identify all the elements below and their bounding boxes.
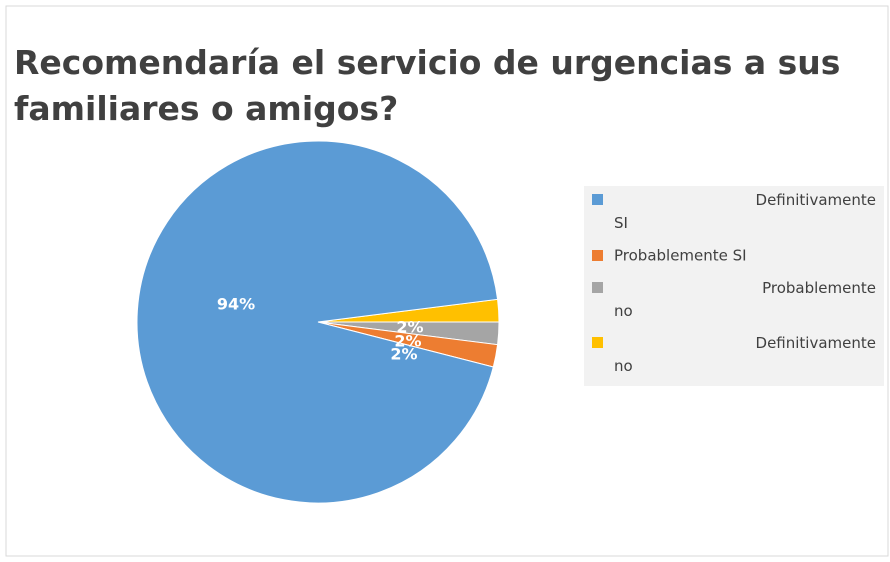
pie-slice	[136, 140, 499, 504]
legend-swatch	[592, 250, 603, 261]
legend-label: Probablemente SI	[614, 247, 747, 265]
data-label: 2%	[394, 332, 421, 351]
legend-label: Probablemente no	[614, 279, 876, 320]
data-label: 2%	[396, 318, 423, 337]
data-label: 2%	[390, 345, 417, 364]
chart-title: Recomendaría el servicio de urgencias a …	[14, 43, 840, 128]
legend-swatch	[592, 194, 603, 205]
legend-label: Definitivamente no	[614, 334, 876, 375]
legend-swatch	[592, 337, 603, 348]
legend-swatch	[592, 282, 603, 293]
data-label: 94%	[217, 295, 255, 314]
legend-box	[584, 186, 884, 386]
legend-label: Definitivamente SI	[614, 191, 876, 232]
